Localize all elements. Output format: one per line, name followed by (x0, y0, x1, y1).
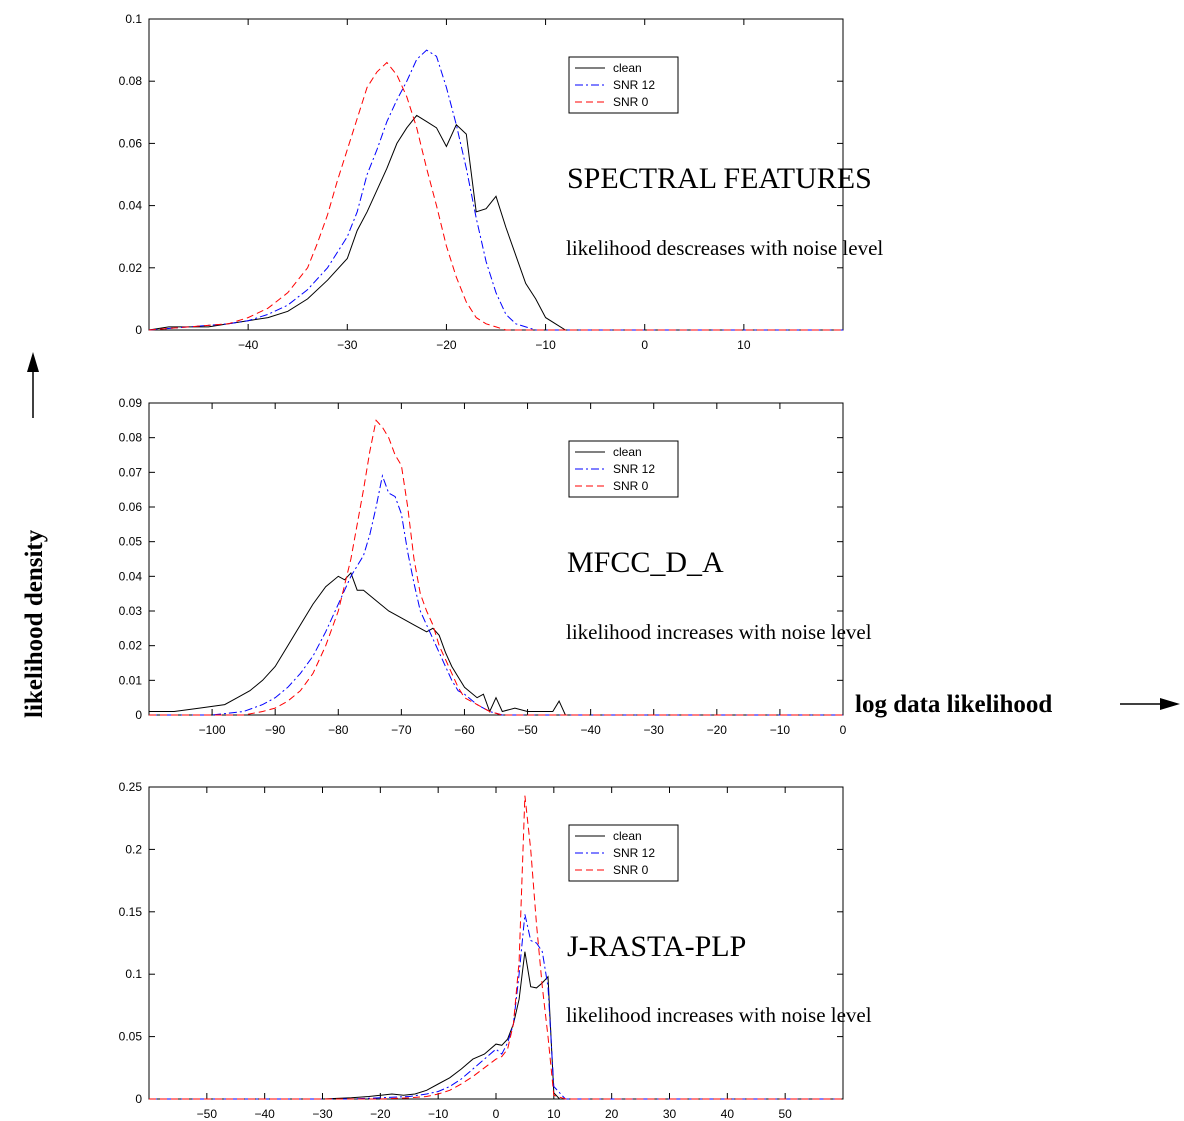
legend-label: clean (613, 829, 642, 843)
feature-title: MFCC_D_A (567, 546, 724, 579)
panel-mfcc-d-a: −100 −90 −80 −70 −60 −50 −40 −30 −20 −10 000.010.0… (119, 396, 872, 737)
legend-label: SNR 0 (613, 95, 649, 109)
x-tick-label: −40 (254, 1107, 275, 1121)
legend-label: clean (613, 61, 642, 75)
x-tick-label: −40 (580, 723, 601, 737)
y-tick-label: 0 (135, 323, 142, 337)
y-tick-label: 0 (135, 708, 142, 722)
y-tick-label: 0.08 (119, 431, 143, 445)
x-tick-label: −10 (535, 338, 556, 352)
y-tick-label: 0 (135, 1092, 142, 1106)
x-axis-arrow-head (1160, 698, 1180, 710)
x-tick-label: −90 (265, 723, 286, 737)
x-tick-label: −20 (436, 338, 457, 352)
feature-note: likelihood descreases with noise level (566, 236, 883, 260)
y-tick-label: 0.25 (119, 780, 143, 794)
y-axis-title: likelihood density (21, 529, 48, 718)
y-tick-label: 0.02 (119, 639, 143, 653)
y-tick-label: 0.15 (119, 905, 143, 919)
feature-title: J-RASTA-PLP (567, 930, 746, 963)
series-line-snr-0 (148, 61, 843, 331)
feature-title: SPECTRAL FEATURES (567, 162, 872, 195)
y-tick-label: 0.02 (119, 261, 143, 275)
x-tick-label: 0 (840, 723, 847, 737)
y-tick-label: 0.1 (125, 967, 142, 981)
series-line-clean (149, 951, 843, 1100)
x-tick-label: −80 (328, 723, 349, 737)
y-tick-label: 0.05 (119, 535, 143, 549)
x-tick-label: 40 (721, 1107, 735, 1121)
x-tick-label: −100 (199, 723, 226, 737)
y-tick-label: 0.07 (119, 465, 143, 479)
x-tick-label: −30 (312, 1107, 333, 1121)
x-tick-label: −20 (707, 723, 728, 737)
plot-frame (148, 402, 844, 716)
y-tick-label: 0.2 (125, 842, 142, 856)
y-tick-label: 0.08 (119, 74, 143, 88)
series-line-snr-12 (149, 914, 843, 1100)
plot-frame (148, 18, 844, 331)
panel-j-rasta-plp: −50 −40 −30 −20 −10 0 10 20 30 40 50 0 0.05 0.1 0.15 0.… (119, 780, 872, 1121)
x-tick-label: −10 (428, 1107, 449, 1121)
y-tick-label: 0.04 (119, 199, 143, 213)
x-tick-label: −60 (454, 723, 475, 737)
x-tick-label: 0 (641, 338, 648, 352)
legend-label: SNR 12 (613, 462, 655, 476)
panel-spectral-features: −40 −30 −20 −10 0 10 0 0.02 0.04 0.06 0.08 0.1 clean… (119, 12, 884, 352)
y-tick-label: 0.1 (125, 12, 142, 26)
x-tick-label: 20 (605, 1107, 619, 1121)
x-tick-label: 50 (778, 1107, 792, 1121)
feature-note: likelihood increases with noise level (566, 620, 872, 644)
x-tick-label: −20 (370, 1107, 391, 1121)
x-tick-label: −50 (517, 723, 538, 737)
x-tick-label: −30 (644, 723, 665, 737)
x-tick-label: −50 (197, 1107, 218, 1121)
x-tick-label: −10 (770, 723, 791, 737)
y-axis-arrow-head (27, 352, 39, 372)
series-line-clean (148, 114, 843, 331)
series-line-snr-0 (149, 795, 843, 1100)
y-tick-label: 0.03 (119, 604, 143, 618)
legend-label: clean (613, 445, 642, 459)
legend-label: SNR 0 (613, 863, 649, 877)
series-line-clean (149, 571, 843, 716)
x-tick-label: 0 (493, 1107, 500, 1121)
series-line-snr-12 (149, 473, 843, 716)
y-tick-label: 0.05 (119, 1030, 143, 1044)
x-tick-label: −40 (238, 338, 259, 352)
x-tick-label: 30 (663, 1107, 677, 1121)
y-tick-label: 0.09 (119, 396, 143, 410)
x-tick-label: −70 (391, 723, 412, 737)
legend-label: SNR 0 (613, 479, 649, 493)
y-tick-label: 0.06 (119, 500, 143, 514)
x-tick-label: −30 (337, 338, 358, 352)
y-tick-label: 0.04 (119, 569, 143, 583)
x-tick-label: 10 (737, 338, 751, 352)
y-tick-label: 0.01 (119, 673, 143, 687)
x-axis-title: log data likelihood (855, 691, 1052, 718)
x-tick-label: 10 (547, 1107, 561, 1121)
legend-label: SNR 12 (613, 78, 655, 92)
feature-note: likelihood increases with noise level (566, 1003, 872, 1027)
legend-label: SNR 12 (613, 846, 655, 860)
series-line-snr-0 (149, 419, 843, 716)
y-tick-label: 0.06 (119, 136, 143, 150)
